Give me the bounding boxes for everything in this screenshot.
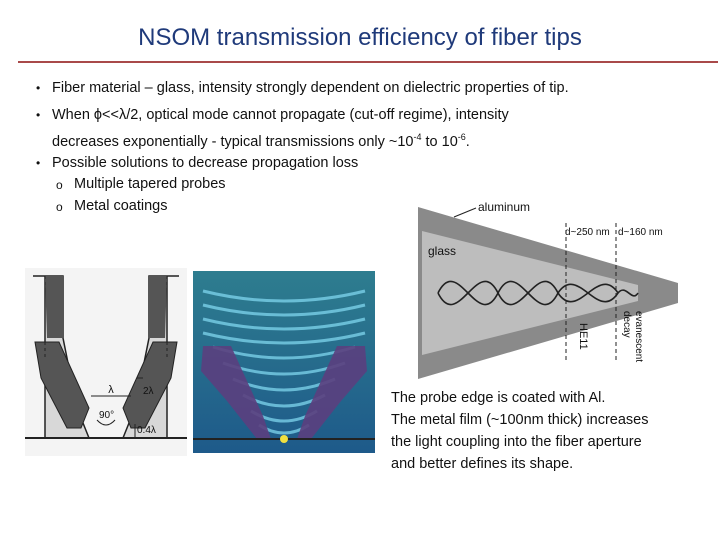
- d250-label: d~250 nm: [565, 227, 610, 238]
- caption-line: The metal film (~100nm thick) increases: [391, 412, 649, 428]
- bullet-marker: •: [36, 81, 41, 95]
- figure-caption: The probe edge is coated with Al. The me…: [391, 387, 711, 475]
- point4-lambda-label: 0.4λ: [137, 425, 156, 436]
- evanescent-label: evanescent: [633, 311, 644, 362]
- caption-line: The probe edge is coated with Al.: [391, 390, 606, 406]
- bullet-marker: •: [36, 108, 41, 122]
- bullet-fiber-material: Fiber material – glass, intensity strong…: [52, 80, 569, 96]
- glass-label: glass: [428, 244, 456, 258]
- sub-bullet-tapered-probes: Multiple tapered probes: [74, 176, 226, 192]
- bullet-solutions: Possible solutions to decrease propagati…: [52, 155, 359, 171]
- he11-label: HE11: [577, 323, 589, 350]
- decay-label: decay: [621, 311, 632, 338]
- title-divider: [18, 61, 718, 63]
- bullet-marker: •: [36, 156, 41, 170]
- d160-label: d~160 nm: [618, 227, 663, 238]
- bullet-cutoff-line1: When ϕ<<λ/2, optical mode cannot propaga…: [52, 107, 509, 123]
- sub-bullet-marker: o: [56, 178, 63, 192]
- caption-line: the light coupling into the fiber apertu…: [391, 434, 642, 450]
- bullet-cutoff-line2: decreases exponentially - typical transm…: [52, 132, 470, 150]
- two-lambda-label: 2λ: [143, 386, 154, 397]
- slide-title: NSOM transmission efficiency of fiber ti…: [138, 24, 582, 51]
- caption-line: and better defines its shape.: [391, 456, 574, 472]
- wave-simulation-image: [193, 271, 375, 453]
- aluminum-label: aluminum: [478, 200, 530, 214]
- tapered-probe-diagram: λ 90° 2λ 0.4λ: [25, 268, 187, 456]
- aluminum-coated-probe-diagram: aluminum glass d~250 nm d~160 nm HE11 ev…: [398, 193, 678, 385]
- angle-label: 90°: [99, 410, 114, 421]
- lambda-label: λ: [108, 384, 114, 396]
- sub-bullet-marker: o: [56, 200, 63, 214]
- sub-bullet-metal-coatings: Metal coatings: [74, 198, 168, 214]
